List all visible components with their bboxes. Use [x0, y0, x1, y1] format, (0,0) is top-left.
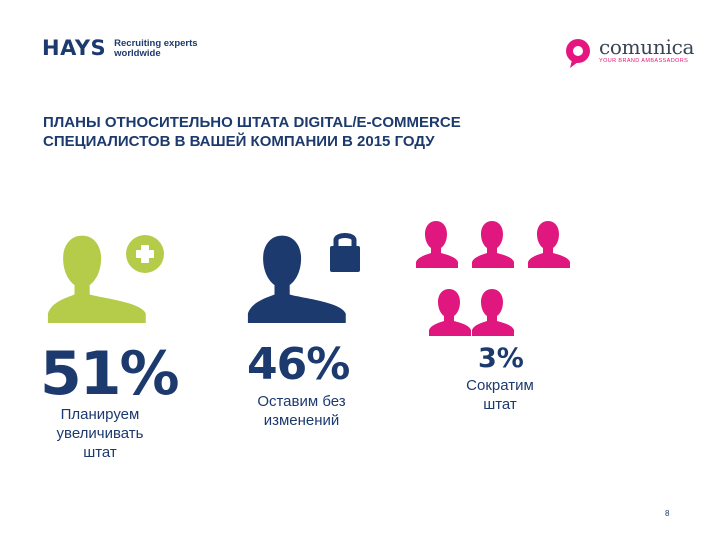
- page-title-line: ПЛАНЫ ОТНОСИТЕЛЬНО ШТАТА DIGITAL/E-COMME…: [43, 114, 461, 131]
- people-group-icon: [416, 221, 570, 336]
- page-title-line: СПЕЦИАЛИСТОВ В ВАШЕЙ КОМПАНИИ В 2015 ГОД…: [43, 133, 435, 150]
- person-lock-icon: [247, 233, 360, 323]
- caption-line: Сократим: [466, 377, 534, 394]
- hays-tagline-line: worldwide: [114, 47, 161, 59]
- page-number: 8: [665, 509, 670, 518]
- percent-keep: 46%: [247, 339, 350, 390]
- comunica-mark-icon: [566, 39, 590, 68]
- caption-line: увеличивать: [56, 425, 144, 442]
- caption-keep: Оставим без изменений: [244, 392, 359, 430]
- percent-increase: 51%: [40, 339, 180, 409]
- hays-tagline: Recruiting experts worldwide: [114, 37, 198, 59]
- percent-reduce: 3%: [478, 343, 524, 374]
- hays-tagline-line: Recruiting experts: [114, 37, 198, 49]
- caption-line: штат: [483, 396, 517, 413]
- hays-wordmark: HAYS: [42, 36, 107, 60]
- caption-line: Оставим без: [257, 393, 346, 410]
- person-plus-icon: [47, 235, 164, 323]
- hays-logo: HAYS Recruiting experts worldwide: [42, 38, 198, 59]
- caption-line: штат: [83, 444, 117, 461]
- caption-increase: Планируем увеличивать штат: [40, 405, 160, 462]
- caption-line: Планируем: [60, 406, 140, 423]
- page-title: ПЛАНЫ ОТНОСИТЕЛЬНО ШТАТА DIGITAL/E-COMME…: [43, 113, 623, 151]
- caption-line: изменений: [263, 412, 340, 429]
- comunica-logo: comunica YOUR BRAND AMBASSADORS: [563, 35, 695, 70]
- caption-reduce: Сократим штат: [455, 376, 545, 414]
- comunica-wordmark: comunica: [599, 35, 695, 59]
- comunica-tagline: YOUR BRAND AMBASSADORS: [599, 58, 689, 64]
